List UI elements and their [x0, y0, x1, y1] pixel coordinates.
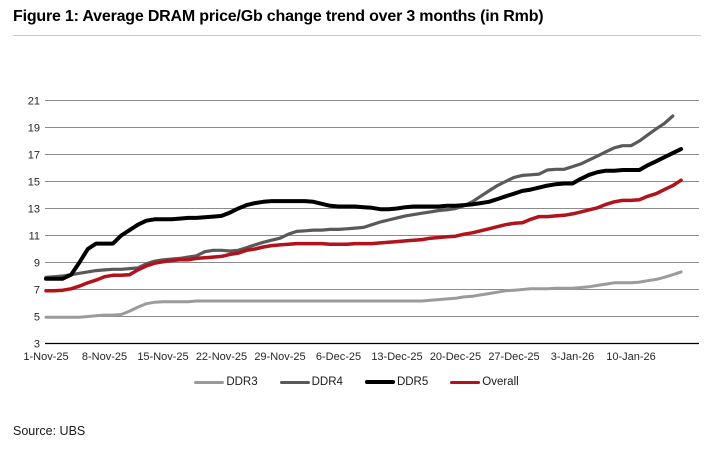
- x-tick-label: 29-Nov-25: [254, 351, 305, 363]
- legend-label: DDR4: [311, 376, 343, 388]
- legend-swatch-overall: [450, 380, 481, 384]
- x-tick-label: 3-Jan-26: [551, 351, 594, 363]
- x-tick-label: 20-Dec-25: [430, 351, 481, 363]
- legend-label: Overall: [482, 376, 519, 388]
- series-line-ddr4: [44, 114, 675, 279]
- legend-item-ddr4: DDR4: [279, 376, 343, 388]
- legend-swatch-ddr3: [194, 380, 225, 384]
- legend-label: DDR3: [226, 376, 258, 388]
- chart-area: 3 5 7 9 11 13 15 17 19 21 1-Nov-25 8-Nov-25 15-Nov-2…: [0, 58, 713, 394]
- x-tick-label: 27-Dec-25: [488, 351, 539, 363]
- y-tick-label: 3: [34, 339, 40, 351]
- legend-swatch-ddr4: [279, 380, 310, 384]
- y-tick-label: 11: [29, 231, 40, 243]
- y-tick-label: 5: [34, 312, 40, 324]
- x-tick-label: 6-Dec-25: [316, 351, 361, 363]
- y-axis-tick-labels: 3 5 7 9 11 13 15 17 19 21: [28, 96, 40, 351]
- x-axis-tick-labels: 1-Nov-25 8-Nov-25 15-Nov-25 22-Nov-25 29-Nov…: [23, 351, 655, 363]
- series-line-ddr3: [44, 270, 683, 319]
- y-tick-label: 9: [34, 258, 40, 270]
- x-tick-label: 8-Nov-25: [82, 351, 127, 363]
- x-tick-label: 1-Nov-25: [23, 351, 68, 363]
- legend-swatch-ddr5: [364, 380, 395, 384]
- x-tick-label: 13-Dec-25: [371, 351, 422, 363]
- y-tick-label: 17: [28, 150, 40, 162]
- x-tick-label: 22-Nov-25: [196, 351, 247, 363]
- legend-item-overall: Overall: [450, 376, 519, 388]
- x-tick-label: 15-Nov-25: [137, 351, 188, 363]
- series-line-ddr5: [44, 147, 684, 281]
- y-tick-label: 13: [28, 204, 40, 216]
- y-tick-label: 19: [28, 123, 40, 135]
- legend-label: DDR5: [396, 376, 429, 388]
- figure-header: Figure 1: Average DRAM price/Gb change t…: [13, 8, 701, 36]
- source-note: Source: UBS: [13, 424, 86, 438]
- legend-item-ddr5: DDR5: [364, 376, 429, 388]
- chart-legend: DDR3 DDR4 DDR5 Overall: [0, 376, 713, 388]
- y-tick-label: 7: [34, 285, 40, 297]
- series-line-overall: [44, 178, 683, 293]
- legend-item-ddr3: DDR3: [194, 376, 258, 388]
- dram-price-line-chart: 3 5 7 9 11 13 15 17 19 21 1-Nov-25 8-Nov-25 15-Nov-2…: [23, 96, 699, 363]
- y-tick-label: 15: [28, 177, 40, 189]
- x-tick-label: 10-Jan-26: [606, 351, 656, 363]
- figure-title: Figure 1: Average DRAM price/Gb change t…: [13, 8, 544, 25]
- y-tick-label: 21: [28, 96, 40, 108]
